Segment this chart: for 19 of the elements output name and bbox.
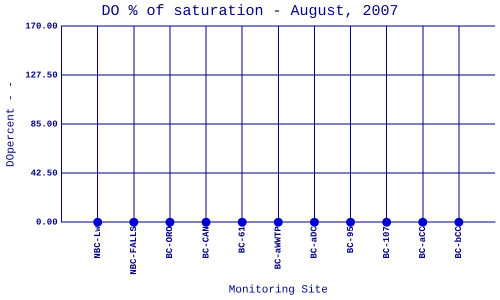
y-axis-title: DOpercent - -	[6, 81, 18, 168]
x-tick-label: NBC-Lw	[92, 226, 103, 259]
y-tick-label: 170.00	[25, 21, 58, 32]
y-tick-label: 85.00	[30, 119, 58, 130]
x-tick-label: BC-aDC	[310, 226, 320, 259]
x-tick-label: BC-95	[346, 226, 356, 254]
x-tick-label: BC-CAN	[201, 226, 212, 259]
y-tick-label: 0.00	[36, 217, 58, 228]
y-tick-label: 42.50	[30, 168, 58, 178]
x-tick-label: NBC-FALLS	[129, 226, 140, 275]
chart-title: DO % of saturation - August, 2007	[101, 2, 399, 20]
x-axis-title: Monitoring Site	[228, 284, 328, 296]
x-tick-label: BC-bCC	[454, 226, 464, 259]
y-tick-label: 127.50	[25, 70, 58, 80]
x-tick-label: BC-aCC	[418, 226, 428, 259]
x-tick-label: BC-ORO	[165, 226, 176, 259]
x-tick-label: BC-61	[237, 226, 248, 254]
x-tick-label: BC-aWWTP	[274, 226, 284, 270]
x-tick-label: BC-107	[382, 226, 392, 259]
